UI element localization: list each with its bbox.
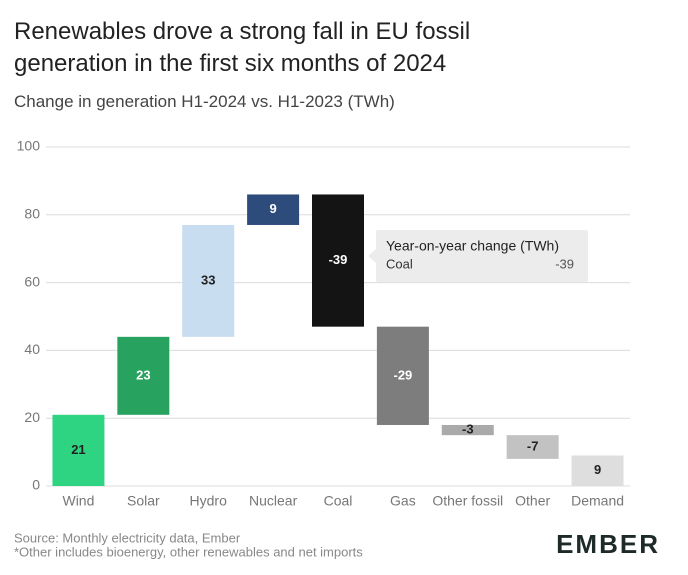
tooltip-series: Coal bbox=[386, 256, 413, 271]
x-tick-label: Nuclear bbox=[249, 493, 298, 509]
x-tick-label: Other fossil bbox=[432, 493, 503, 509]
x-tick-label: Wind bbox=[62, 493, 94, 509]
logo: EMBER bbox=[556, 529, 660, 559]
bar bbox=[52, 414, 105, 486]
x-tick-label: Other bbox=[515, 493, 550, 509]
tooltip-box bbox=[376, 230, 588, 282]
bar bbox=[376, 326, 429, 425]
value-label: 9 bbox=[594, 462, 601, 477]
x-tick-label: Demand bbox=[571, 493, 624, 509]
source: Source: Monthly electricity data, Ember bbox=[14, 530, 241, 545]
tooltip: Year-on-year change (TWh) Coal -39 bbox=[368, 230, 588, 282]
value-label: 23 bbox=[136, 367, 150, 382]
tooltip-value: -39 bbox=[555, 256, 574, 271]
bar bbox=[117, 336, 170, 415]
bar bbox=[571, 455, 624, 486]
y-tick-label: 0 bbox=[32, 477, 40, 493]
value-label: -39 bbox=[329, 252, 348, 267]
chart-subtitle: Change in generation H1-2024 vs. H1-2023… bbox=[14, 92, 395, 111]
value-label: 9 bbox=[269, 201, 276, 216]
y-tick-label: 60 bbox=[24, 273, 40, 289]
y-tick-label: 20 bbox=[24, 409, 40, 425]
bar bbox=[182, 224, 235, 337]
value-label: 21 bbox=[71, 442, 85, 457]
x-tick-label: Solar bbox=[127, 493, 160, 509]
bar bbox=[247, 194, 300, 225]
chart-title: Renewables drove a strong fall in EU fos… bbox=[14, 18, 471, 77]
tooltip-arrow bbox=[368, 249, 376, 263]
x-tick-label: Coal bbox=[324, 493, 353, 509]
x-tick-label: Hydro bbox=[190, 493, 228, 509]
value-label: -29 bbox=[393, 367, 412, 382]
bar bbox=[312, 194, 364, 327]
bar bbox=[441, 424, 494, 436]
note: *Other includes bioenergy, other renewab… bbox=[14, 544, 363, 559]
y-tick-label: 100 bbox=[17, 138, 41, 154]
y-tick-label: 40 bbox=[24, 341, 40, 357]
value-label: -3 bbox=[462, 422, 474, 437]
value-label: -7 bbox=[527, 438, 539, 453]
x-tick-label: Gas bbox=[390, 493, 416, 509]
value-label: 33 bbox=[201, 272, 215, 287]
y-tick-label: 80 bbox=[24, 206, 40, 222]
tooltip-title: Year-on-year change (TWh) bbox=[386, 238, 559, 254]
bar bbox=[506, 435, 559, 459]
